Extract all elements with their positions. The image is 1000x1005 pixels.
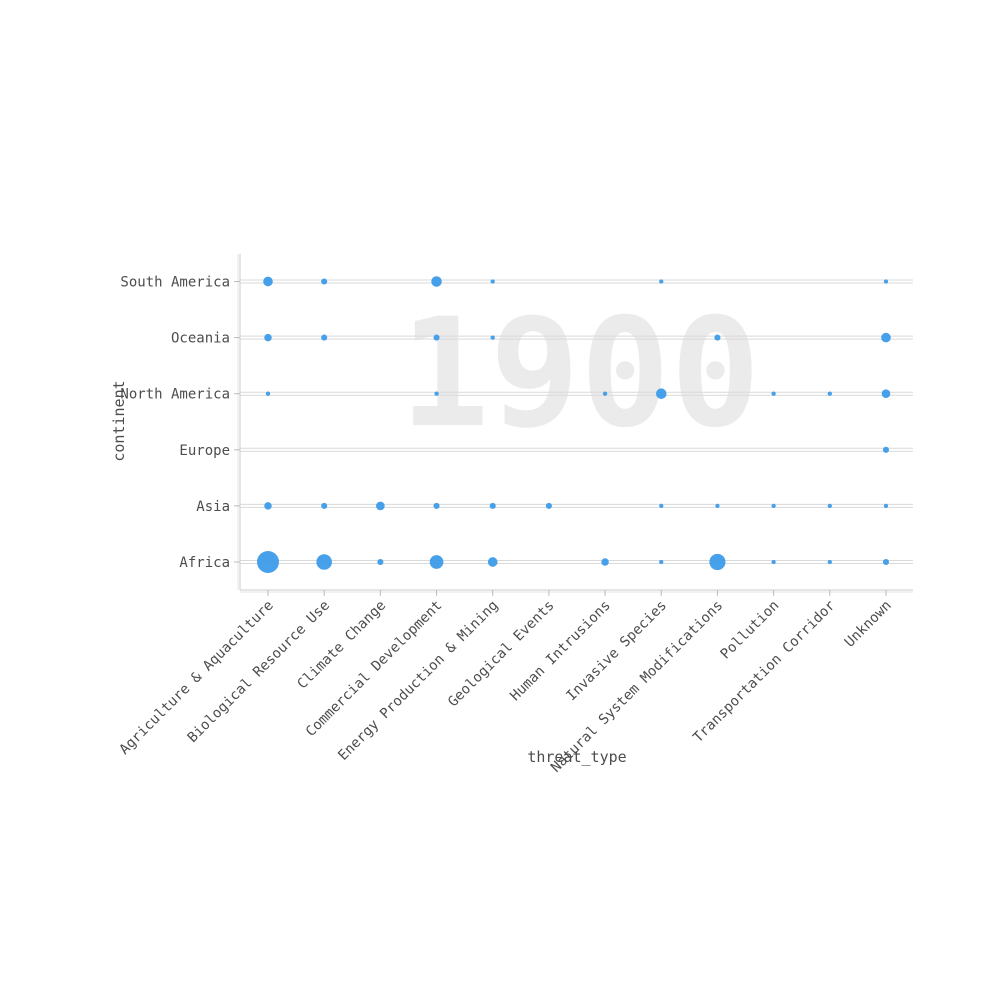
data-point	[265, 391, 271, 396]
y-axis-title: continent	[110, 380, 128, 461]
data-point	[490, 279, 495, 284]
x-tick-label: Geological Events	[445, 598, 558, 711]
data-point	[883, 503, 889, 509]
data-point	[655, 388, 667, 399]
data-point	[434, 391, 439, 396]
y-tick-label: Africa	[179, 555, 230, 571]
data-point	[659, 279, 664, 284]
data-point	[659, 559, 664, 565]
data-point	[487, 557, 498, 567]
data-point	[376, 501, 385, 511]
data-point	[709, 553, 726, 571]
data-point	[714, 334, 721, 341]
data-point	[377, 558, 384, 566]
data-point	[321, 334, 328, 341]
data-point	[715, 503, 720, 509]
data-point	[771, 391, 776, 396]
data-point	[433, 334, 440, 341]
y-tick-label: Oceania	[171, 331, 230, 347]
data-point	[883, 279, 889, 284]
data-point	[433, 502, 440, 509]
y-tick-label: Europe	[179, 443, 230, 459]
data-point	[264, 502, 272, 510]
data-point	[429, 555, 444, 569]
data-point	[602, 391, 608, 396]
data-points	[257, 276, 891, 573]
data-point	[321, 278, 328, 285]
data-point	[490, 335, 495, 340]
data-point	[263, 276, 273, 287]
data-point	[882, 446, 890, 453]
y-tick-label: South America	[120, 275, 230, 291]
data-point	[771, 559, 776, 565]
data-point	[489, 502, 496, 509]
x-tick-label: Unknown	[842, 598, 895, 651]
data-point	[316, 554, 332, 570]
data-point	[771, 503, 776, 509]
data-point	[431, 276, 442, 287]
data-point	[882, 558, 890, 566]
axes	[234, 254, 913, 596]
year-watermark: 1900	[399, 287, 760, 461]
data-point	[545, 502, 552, 509]
x-tick-label: Invasive Species	[563, 598, 670, 705]
y-tick-label: North America	[120, 387, 230, 403]
data-point	[264, 333, 272, 342]
data-point	[827, 503, 832, 509]
data-point	[659, 503, 664, 509]
y-tick-label: Asia	[196, 499, 230, 515]
data-point	[601, 558, 609, 566]
data-point	[257, 551, 279, 573]
data-point	[827, 559, 832, 565]
data-point	[881, 389, 891, 399]
x-tick-label: Human Intrusions	[507, 598, 614, 705]
grid-lines	[240, 279, 913, 564]
x-axis-title: threat_type	[527, 748, 626, 766]
data-point	[321, 502, 328, 509]
data-point	[881, 332, 891, 343]
data-point	[827, 391, 832, 396]
